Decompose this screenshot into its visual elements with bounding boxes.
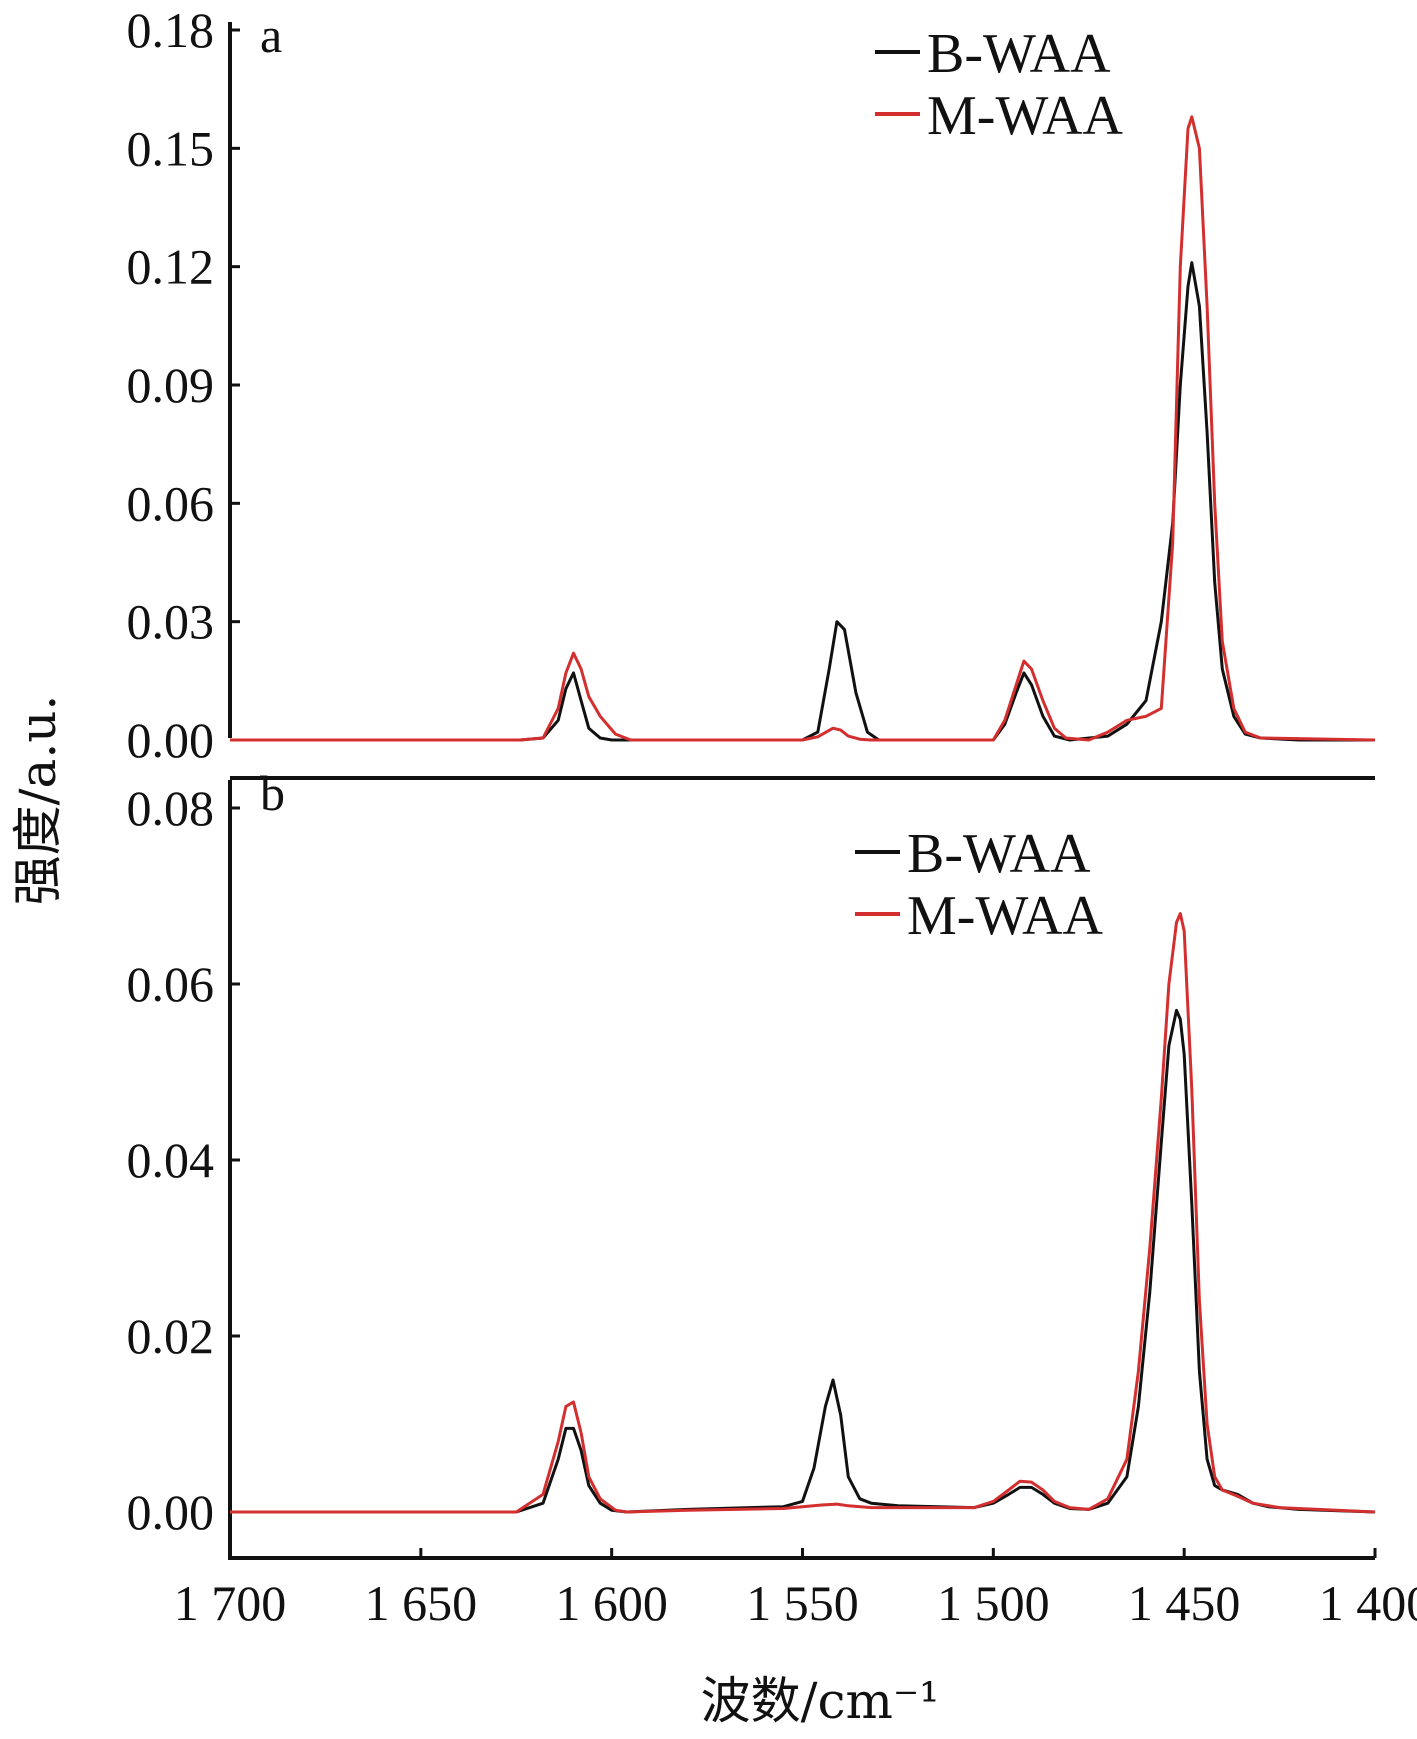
x-tick-label: 1 550: [746, 1575, 859, 1631]
x-tick-label: 1 650: [365, 1575, 478, 1631]
panel-label: a: [260, 7, 282, 63]
panel-label: b: [260, 765, 285, 821]
y-tick-label: 0.00: [127, 1484, 215, 1540]
series-line-b-waa: [230, 261, 1375, 742]
y-tick-label: 0.03: [127, 594, 215, 650]
legend-label-m-waa: M-WAA: [907, 885, 1104, 947]
y-tick-label: 0.00: [127, 712, 215, 768]
series-line-m-waa: [230, 115, 1376, 742]
y-tick-label: 0.04: [127, 1132, 215, 1188]
legend-label-m-waa: M-WAA: [927, 85, 1124, 147]
x-tick-label: 1 600: [555, 1575, 668, 1631]
y-tick-label: 0.09: [127, 357, 215, 413]
x-tick-label: 1 450: [1128, 1575, 1241, 1631]
series-line-b-waa: [230, 1008, 1376, 1514]
legend-label-b-waa: B-WAA: [927, 23, 1111, 85]
y-tick-label: 0.02: [127, 1308, 215, 1364]
x-tick-label: 1 400: [1319, 1575, 1417, 1631]
x-tick-label: 1 700: [174, 1575, 287, 1631]
legend-label-b-waa: B-WAA: [907, 823, 1091, 885]
x-tick-label: 1 500: [937, 1575, 1050, 1631]
y-tick-label: 0.06: [127, 956, 215, 1012]
y-tick-label: 0.18: [127, 2, 215, 58]
x-axis-title: 波数/cm⁻¹: [701, 1672, 940, 1730]
y-tick-label: 0.15: [127, 120, 215, 176]
y-tick-label: 0.12: [127, 239, 215, 295]
y-tick-label: 0.06: [127, 475, 215, 531]
x-axis: 1 700 1 650 1 600 1 550 1 500 1 450 1 400: [174, 776, 1417, 1631]
y-tick-label: 0.08: [127, 780, 215, 836]
series-line-m-waa: [230, 912, 1376, 1514]
y-axis-title: 强度/a.u.: [9, 695, 67, 906]
